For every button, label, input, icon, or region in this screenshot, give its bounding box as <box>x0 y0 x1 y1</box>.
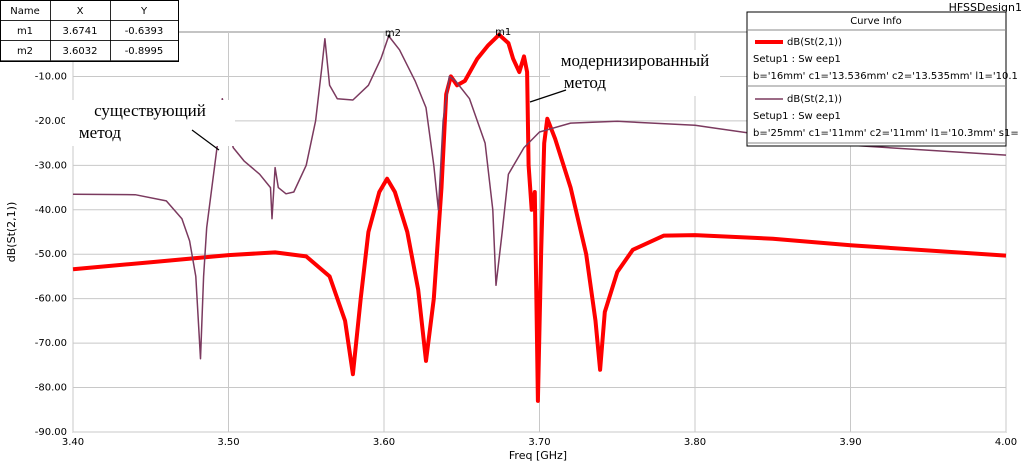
marker-label: m1 <box>495 27 511 38</box>
legend-title: Curve Info <box>850 16 902 27</box>
x-axis-label: Freq [GHz] <box>509 449 567 462</box>
table-text: -0.6393 <box>125 26 164 37</box>
y-axis-label: dB(St(2,1)) <box>5 202 18 262</box>
legend-setup: Setup1 : Sw eep1 <box>753 54 841 65</box>
legend-entry: dB(St(2,1)) <box>787 94 842 105</box>
annotation: существующий <box>94 101 206 120</box>
annotation-bg <box>65 100 235 146</box>
marker-point <box>497 33 501 37</box>
y-tick-label: -10.00 <box>35 71 67 82</box>
x-tick-label: 3.40 <box>62 437 84 448</box>
series-line <box>72 32 1007 403</box>
table-text: m2 <box>17 46 33 57</box>
annotation-arrow <box>191 129 220 151</box>
legend-variables: b='16mm' c1='13.536mm' c2='13.535mm' l1=… <box>753 71 1018 82</box>
table-text: 3.6741 <box>63 26 98 37</box>
x-tick-label: 3.80 <box>684 437 706 448</box>
x-tick-label: 4.00 <box>995 437 1017 448</box>
table-text: 3.6032 <box>63 46 98 57</box>
table-text: m1 <box>17 26 33 37</box>
table-text: -0.8995 <box>125 46 164 57</box>
annotation: модернизированный <box>561 51 710 70</box>
legend-setup: Setup1 : Sw eep1 <box>753 111 841 122</box>
legend-entry: dB(St(2,1)) <box>787 37 842 48</box>
y-tick-label: -90.00 <box>35 427 67 438</box>
y-tick-label: -60.00 <box>35 294 67 305</box>
chart-title: HFSSDesign1 <box>949 1 1022 14</box>
annotation-bg <box>550 50 720 96</box>
y-tick-label: -50.00 <box>35 249 67 260</box>
x-tick-label: 3.50 <box>217 437 239 448</box>
legend-variables: b='25mm' c1='11mm' c2='11mm' l1='10.3mm'… <box>753 128 1019 139</box>
marker-table <box>0 0 179 62</box>
y-tick-label: -40.00 <box>35 205 67 216</box>
x-tick-label: 3.90 <box>839 437 861 448</box>
marker-point <box>387 34 391 38</box>
x-tick-label: 3.70 <box>528 437 550 448</box>
y-tick-label: -80.00 <box>35 383 67 394</box>
y-tick-label: -70.00 <box>35 338 67 349</box>
table-text: Name <box>10 6 40 17</box>
table-cell <box>110 40 179 61</box>
annotation-arrow <box>529 89 567 103</box>
marker-label: m2 <box>385 28 401 39</box>
x-tick-label: 3.60 <box>373 437 395 448</box>
y-tick-label: -30.00 <box>35 160 67 171</box>
y-tick-label: -20.00 <box>35 116 67 127</box>
table-text: Y <box>140 6 148 17</box>
annotation: метод <box>564 73 607 92</box>
legend <box>746 11 1007 147</box>
series-line <box>72 35 1007 360</box>
table-text: X <box>77 6 84 17</box>
annotation: метод <box>79 123 122 142</box>
